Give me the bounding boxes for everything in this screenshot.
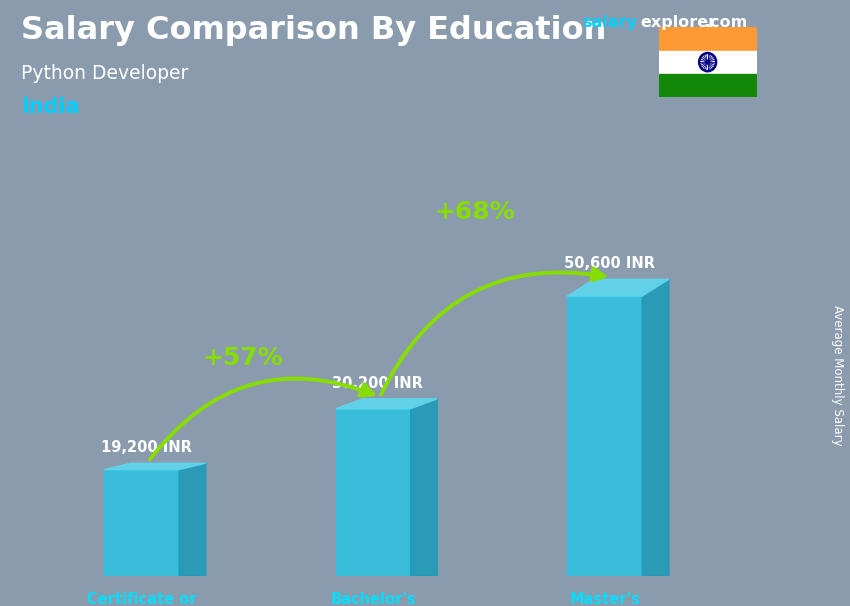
- Text: explorer: explorer: [640, 15, 717, 30]
- Polygon shape: [336, 399, 437, 409]
- Bar: [659, 50, 756, 74]
- Bar: [336, 409, 411, 576]
- Bar: [105, 470, 179, 576]
- Text: salary: salary: [582, 15, 638, 30]
- Bar: [659, 27, 756, 50]
- Polygon shape: [411, 399, 437, 576]
- Text: 50,600 INR: 50,600 INR: [564, 256, 654, 271]
- FancyArrowPatch shape: [381, 268, 604, 395]
- Text: Average Monthly Salary: Average Monthly Salary: [830, 305, 844, 446]
- Text: India: India: [21, 97, 80, 117]
- Text: +57%: +57%: [202, 345, 283, 370]
- Text: .com: .com: [705, 15, 748, 30]
- Circle shape: [706, 61, 709, 64]
- Text: Salary Comparison By Education: Salary Comparison By Education: [21, 15, 607, 46]
- Polygon shape: [567, 279, 669, 296]
- Text: 30,200 INR: 30,200 INR: [332, 376, 423, 390]
- FancyArrowPatch shape: [150, 379, 373, 459]
- Bar: [567, 296, 642, 576]
- Bar: [659, 74, 756, 97]
- Polygon shape: [179, 463, 206, 576]
- Text: +68%: +68%: [434, 200, 514, 224]
- Polygon shape: [642, 279, 669, 576]
- Polygon shape: [105, 463, 206, 470]
- Text: 19,200 INR: 19,200 INR: [100, 440, 191, 455]
- Text: Python Developer: Python Developer: [21, 64, 189, 82]
